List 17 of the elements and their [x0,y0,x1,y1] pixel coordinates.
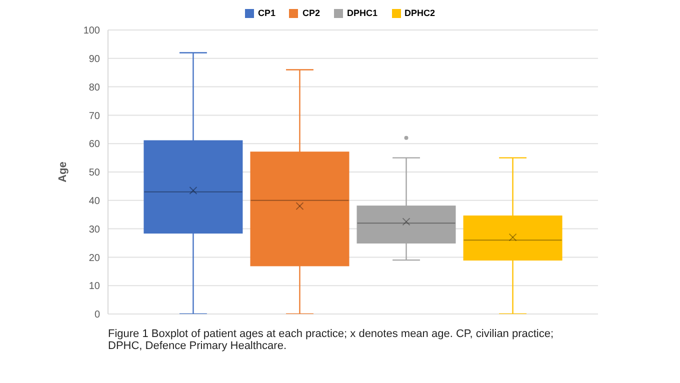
legend-label: CP1 [258,8,276,18]
y-tick-label: 90 [88,54,100,65]
y-tick-label: 10 [88,281,100,292]
y-tick-label: 50 [88,168,100,179]
caption: Figure 1 Boxplot of patient ages at each practice; x denotes mean age. CP, civilian practice; DPHC, Defence Primary Healthcare. [108,328,555,352]
y-tick-label: 40 [88,196,100,207]
y-tick-label: 70 [88,110,100,122]
y-tick-label: 60 [88,139,100,150]
legend-label: DPHC1 [347,8,378,18]
y-tick-label: 30 [88,224,100,236]
y-tick-label: 100 [83,26,100,37]
y-tick-label: 0 [94,310,100,321]
y-tick-label: 80 [88,82,100,94]
y-tick-label: 20 [88,252,100,264]
legend-label: DPHC2 [404,8,436,18]
legend-label: CP2 [302,8,320,18]
y-axis-title: Age [56,162,69,182]
